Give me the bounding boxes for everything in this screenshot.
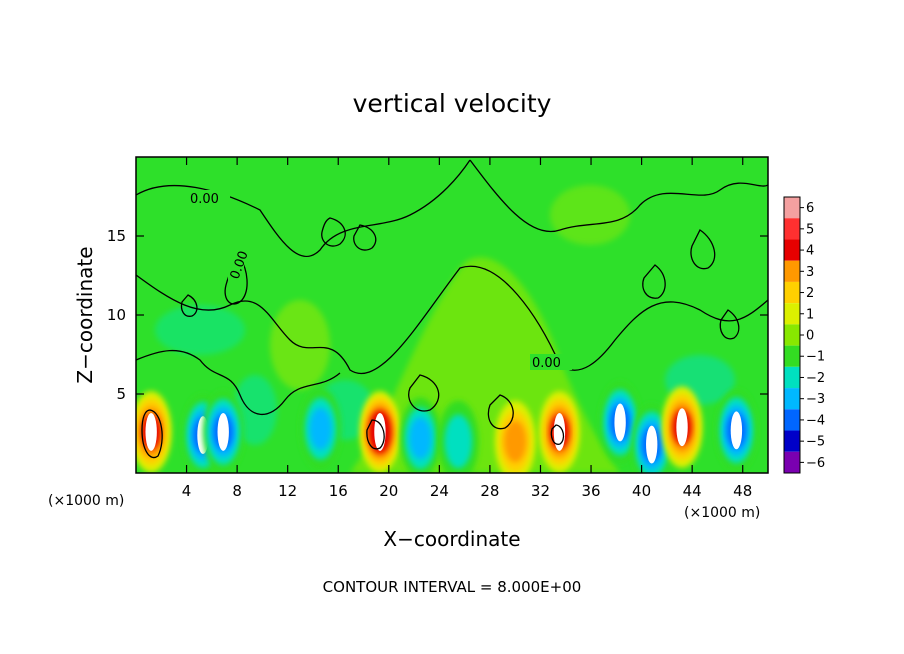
cell-shade	[409, 417, 432, 460]
colorbar-label: −3	[806, 392, 825, 407]
contour-zero-line	[408, 374, 440, 412]
x-unit-left: (×1000 m)	[48, 493, 124, 509]
colorbar-label: −2	[806, 371, 825, 386]
contour-zero-line	[469, 159, 769, 233]
x-tick-label: 12	[278, 482, 297, 500]
colorbar-label: 4	[806, 244, 814, 259]
downdraft-cell	[437, 400, 479, 473]
colorbar-swatch	[784, 366, 800, 389]
colorbar-swatch	[784, 409, 800, 431]
updraft-cell	[494, 400, 536, 473]
colorbar-label: −6	[806, 456, 825, 471]
colorbar-swatch	[784, 239, 800, 261]
contour-zero-line	[550, 424, 565, 445]
downdraft-cell	[300, 388, 341, 470]
contour-zero-line	[353, 224, 377, 251]
contour-zero-line	[180, 294, 198, 317]
x-tick-label: 32	[531, 482, 550, 500]
velocity-field	[136, 185, 757, 473]
x-axis-label: X−coordinate	[383, 527, 520, 551]
contour-zero-line	[366, 419, 385, 450]
x-tick-label: 8	[232, 482, 242, 500]
colorbar-swatch	[784, 388, 800, 410]
x-tick-label: 36	[581, 482, 600, 500]
colorbar-swatch	[784, 345, 800, 367]
y-tick-label: 15	[107, 227, 126, 245]
contour-zero-line	[135, 265, 769, 375]
colorbar-label: 0	[806, 329, 814, 344]
cell-core	[730, 411, 743, 450]
colorbar-swatch	[784, 303, 800, 325]
colorbar-label: 2	[806, 286, 814, 301]
cell-shade	[444, 414, 473, 469]
cell-core	[676, 408, 688, 447]
updraft-cell	[359, 391, 401, 473]
colorbar: 6 5 4 3 2 1 0 −1 −2 −3 −4 −5 −6	[783, 196, 825, 474]
y-tick-label: 5	[116, 385, 126, 403]
colorbar-label: 1	[806, 307, 814, 322]
x-tick-label: 48	[733, 482, 752, 500]
colorbar-label: −4	[806, 413, 825, 428]
contour-zero-line	[487, 394, 514, 430]
contour-label: 0.00	[190, 192, 219, 207]
weak-updraft-plume	[550, 185, 630, 245]
cell-core	[145, 412, 157, 451]
cell-core	[374, 412, 386, 451]
contour-label: 0.00	[532, 356, 561, 371]
x-tick-label: 44	[683, 482, 702, 500]
updraft-cell	[136, 391, 172, 473]
chart-title: vertical velocity	[353, 89, 552, 118]
x-tick-label: 24	[430, 482, 449, 500]
cell-shade	[504, 420, 527, 463]
weak-updraft-plume	[270, 300, 330, 390]
downdraft-cell	[202, 391, 244, 473]
x-tick-label: 20	[379, 482, 398, 500]
weak-downdraft-patch	[233, 375, 277, 445]
cell-core	[614, 403, 626, 442]
colorbar-label: −5	[806, 435, 825, 450]
x-unit-right: (×1000 m)	[684, 505, 760, 521]
y-tick-label: 10	[107, 306, 126, 324]
colorbar-swatch	[784, 260, 800, 282]
contour-label-background	[188, 190, 230, 206]
contour-label-background	[228, 252, 244, 282]
colorbar-label: 3	[806, 265, 814, 280]
contour-zero-line	[642, 264, 666, 299]
contour-zero-line	[141, 409, 163, 459]
y-axis-label: Z−coordinate	[73, 246, 97, 383]
downdraft-cell	[599, 381, 641, 464]
contour-zero-line	[690, 229, 716, 270]
x-tick-label: 4	[182, 482, 192, 500]
colorbar-label: −1	[806, 350, 825, 365]
colorbar-swatch	[784, 218, 800, 240]
x-tick-label: 28	[480, 482, 499, 500]
colorbar-swatch	[784, 324, 800, 346]
updraft-cell	[661, 386, 703, 468]
weak-downdraft-patch	[155, 305, 245, 355]
contour-zero-line	[321, 217, 346, 247]
plot-area: 0.00 0.00 0.00	[135, 156, 769, 474]
cell-shade	[309, 407, 332, 450]
colorbar-swatch	[784, 430, 800, 452]
colorbar-swatch	[784, 281, 800, 304]
contour-interval-note: CONTOUR INTERVAL = 8.000E+00	[323, 578, 582, 596]
updraft-cell	[539, 391, 580, 473]
colorbar-label: 6	[806, 201, 814, 216]
contour-zero-line	[135, 349, 341, 416]
colorbar-label: 5	[806, 222, 814, 237]
x-tick-label: 40	[632, 482, 651, 500]
velocity-cells	[136, 381, 757, 473]
downdraft-cell	[399, 397, 441, 473]
colorbar-swatch	[784, 451, 800, 473]
x-axis: 4 8 12 16 20 24 28 32 36 40 44 48	[182, 157, 752, 500]
cell-core	[217, 412, 229, 451]
downdraft-cell	[715, 389, 757, 472]
x-tick-label: 16	[329, 482, 348, 500]
y-axis: 5 10 15	[107, 227, 768, 403]
contour-zero-line	[719, 309, 740, 340]
colorbar-swatch	[784, 197, 800, 219]
contour-label-background	[530, 354, 572, 370]
cell-core	[646, 425, 658, 464]
